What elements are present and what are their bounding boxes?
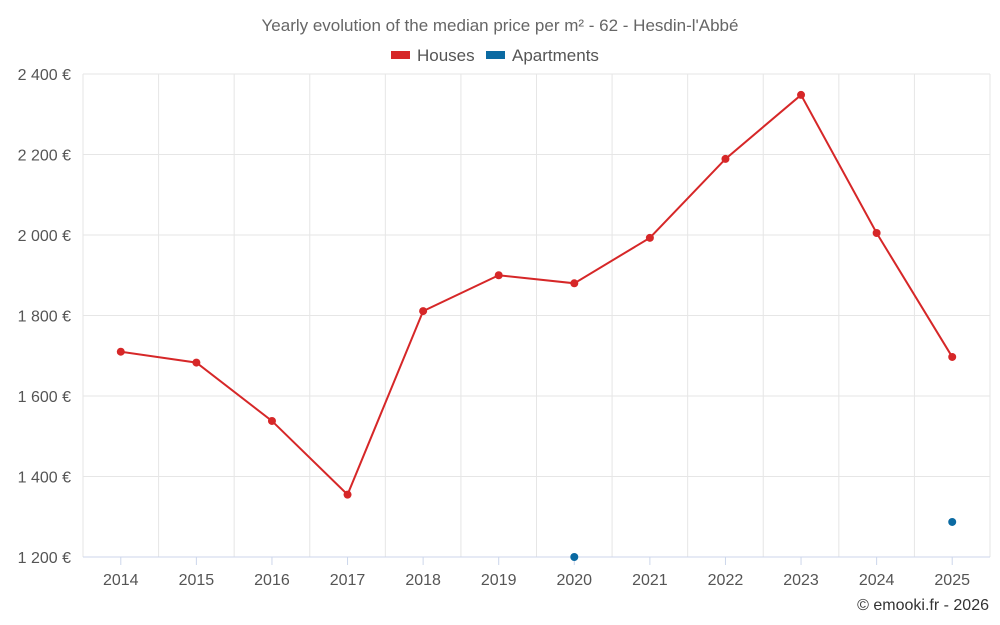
axes: 1 200 € 1 400 € 1 600 € 1 800 € 2 000 € 2 200… <box>18 67 990 589</box>
chart-title: Yearly evolution of the median price per… <box>262 16 739 35</box>
y-tick-label: 1 600 € <box>18 389 71 406</box>
legend-swatch-houses <box>391 51 410 59</box>
legend-item-apartments[interactable]: Apartments <box>486 46 599 65</box>
data-point-houses-2022[interactable] <box>721 154 730 163</box>
data-point-apartments-2020[interactable] <box>570 553 579 561</box>
x-tick-label: 2016 <box>254 572 290 589</box>
data-point-houses-2018[interactable] <box>419 307 428 316</box>
x-tick-label: 2022 <box>708 572 744 589</box>
series-houses <box>116 90 957 499</box>
series-line <box>120 93 954 497</box>
x-tick-label: 2023 <box>783 572 819 589</box>
x-tick-label: 2017 <box>330 572 366 589</box>
data-point-houses-2025[interactable] <box>948 352 957 361</box>
data-point-houses-2019[interactable] <box>494 271 503 280</box>
series-apartments <box>570 517 957 561</box>
y-tick-label: 1 400 € <box>18 470 71 487</box>
x-tick-label: 2024 <box>859 572 895 589</box>
legend: Houses Apartments <box>391 46 599 65</box>
data-point-houses-2016[interactable] <box>267 416 276 425</box>
y-tick-label: 1 200 € <box>18 550 71 567</box>
grid <box>82 73 991 557</box>
legend-swatch-apartments <box>486 51 505 59</box>
data-point-apartments-2025[interactable] <box>948 517 957 526</box>
x-tick-label: 2019 <box>481 572 517 589</box>
data-point-houses-2014[interactable] <box>116 347 125 356</box>
x-tick-label: 2020 <box>556 572 592 589</box>
y-tick-label: 2 200 € <box>18 148 71 165</box>
data-point-houses-2021[interactable] <box>645 233 654 242</box>
series <box>116 90 957 561</box>
y-tick-label: 1 800 € <box>18 309 71 326</box>
data-point-houses-2023[interactable] <box>797 90 806 99</box>
y-tick-label: 2 000 € <box>18 228 71 245</box>
x-tick-label: 2021 <box>632 572 668 589</box>
legend-label-houses: Houses <box>417 46 475 65</box>
credit-text: © emooki.fr - 2026 <box>857 597 989 614</box>
data-point-houses-2020[interactable] <box>570 279 579 288</box>
data-point-houses-2024[interactable] <box>872 228 881 237</box>
x-tick-label: 2014 <box>103 572 139 589</box>
legend-label-apartments: Apartments <box>512 46 599 65</box>
x-tick-label: 2018 <box>405 572 441 589</box>
x-tick-label: 2025 <box>934 572 970 589</box>
data-point-houses-2017[interactable] <box>343 490 352 499</box>
y-tick-label: 2 400 € <box>18 67 71 84</box>
data-point-houses-2015[interactable] <box>192 358 201 367</box>
legend-item-houses[interactable]: Houses <box>391 46 475 65</box>
x-tick-label: 2015 <box>179 572 215 589</box>
